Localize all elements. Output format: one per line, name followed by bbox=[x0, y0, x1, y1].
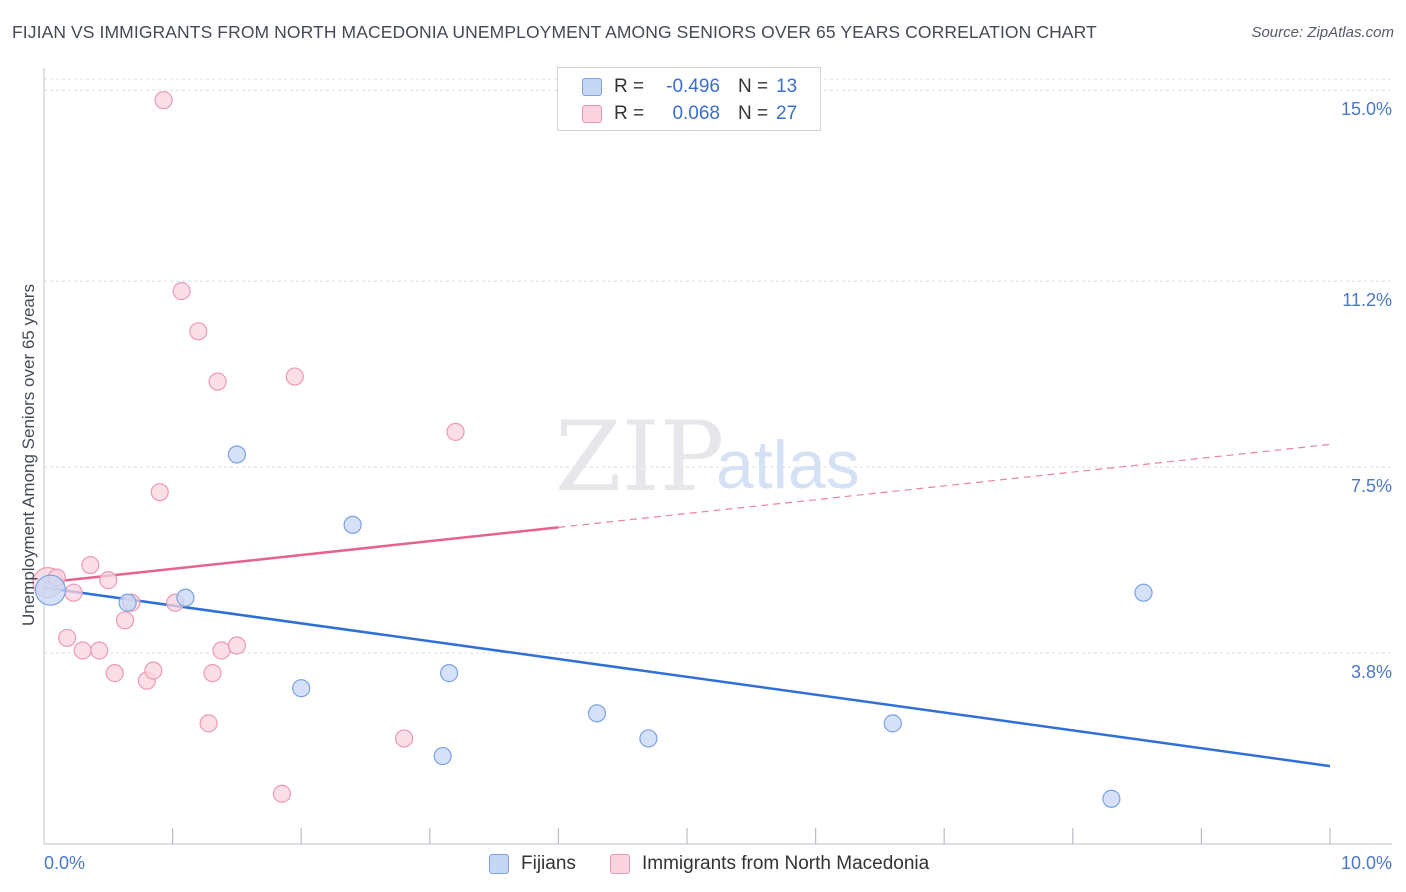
macedonia-point bbox=[58, 628, 77, 648]
ticks-layer: 3.8% 7.5% 11.2% 15.0% 0.0% 10.0% bbox=[44, 99, 1392, 873]
y-axis-label: Unemployment Among Seniors over 65 years bbox=[19, 284, 38, 626]
y-tick-label: 3.8% bbox=[1351, 662, 1392, 682]
macedonia-point bbox=[105, 664, 124, 683]
fijians-point bbox=[1102, 789, 1121, 808]
fijians-point bbox=[118, 593, 137, 612]
fijians-point bbox=[1134, 583, 1153, 602]
legend-row-macedonia: R = 0.068 N = 27 bbox=[582, 101, 797, 127]
trend-line bbox=[43, 586, 1331, 768]
macedonia-point bbox=[208, 372, 227, 391]
fijians-point bbox=[34, 574, 67, 606]
legend-item-macedonia[interactable]: Immigrants from North Macedonia bbox=[610, 852, 929, 876]
macedonia-point bbox=[212, 641, 231, 660]
legend-r-label: R = bbox=[614, 103, 645, 124]
fijians-point bbox=[439, 664, 459, 683]
y-tick-label: 15.0% bbox=[1341, 99, 1392, 119]
macedonia-legend-label: Immigrants from North Macedonia bbox=[642, 853, 930, 874]
fijians-point bbox=[639, 729, 658, 748]
source-label: Source: ZipAtlas.com bbox=[1251, 24, 1394, 41]
macedonia-point bbox=[64, 583, 83, 602]
legend-r-value: -0.496 bbox=[666, 76, 720, 97]
legend-r-value: 0.068 bbox=[672, 103, 720, 124]
fijians-point bbox=[343, 515, 362, 534]
fijians-point bbox=[176, 588, 195, 607]
macedonia-point bbox=[227, 636, 246, 655]
macedonia-legend-swatch bbox=[610, 854, 630, 874]
legend-n-label: N = bbox=[738, 103, 769, 124]
legend-n-value: 13 bbox=[776, 76, 798, 97]
fijians-legend-label: Fijians bbox=[521, 853, 576, 874]
x-tick-label: 0.0% bbox=[44, 853, 85, 873]
correlation-legend: R = -0.496 N = 13 R = 0.068 N = 27 bbox=[557, 67, 821, 131]
fijians-point bbox=[883, 714, 902, 733]
legend-item-fijians[interactable]: Fijians bbox=[489, 852, 576, 876]
axes-layer bbox=[43, 68, 1392, 845]
fijians-point bbox=[587, 704, 607, 723]
macedonia-point bbox=[150, 483, 169, 502]
legend-n-label: N = bbox=[738, 76, 769, 97]
macedonia-point bbox=[144, 661, 163, 680]
macedonia-point bbox=[73, 641, 92, 660]
macedonia-point bbox=[285, 367, 304, 386]
trend-layer bbox=[43, 443, 1331, 768]
legend-row-fijians: R = -0.496 N = 13 bbox=[582, 74, 797, 100]
points-layer bbox=[32, 91, 1153, 808]
trend-line-solid bbox=[43, 526, 559, 584]
fijians-point bbox=[292, 679, 311, 698]
macedonia-point bbox=[115, 611, 135, 630]
x-tick-label: 10.0% bbox=[1341, 853, 1392, 873]
y-tick-label: 11.2% bbox=[1342, 290, 1392, 310]
macedonia-point bbox=[189, 322, 208, 341]
watermark-zip: ZIP bbox=[555, 401, 724, 513]
grid-layer bbox=[44, 78, 1392, 654]
chart-title: FIJIAN VS IMMIGRANTS FROM NORTH MACEDONI… bbox=[12, 22, 1097, 42]
macedonia-point bbox=[99, 571, 118, 590]
macedonia-point bbox=[394, 729, 414, 748]
macedonia-point bbox=[203, 664, 222, 683]
macedonia-point bbox=[272, 784, 292, 803]
fijians-swatch bbox=[582, 78, 602, 96]
macedonia-point bbox=[199, 714, 218, 733]
legend-n-value: 27 bbox=[776, 103, 798, 124]
fijians-legend-swatch bbox=[489, 854, 509, 874]
macedonia-point bbox=[154, 91, 173, 110]
legend-r-label: R = bbox=[614, 76, 645, 97]
watermark-atlas: atlas bbox=[716, 427, 860, 503]
macedonia-point bbox=[172, 282, 191, 301]
watermark: ZIP atlas bbox=[555, 401, 860, 513]
y-tick-label: 7.5% bbox=[1351, 476, 1392, 496]
macedonia-point bbox=[90, 641, 109, 660]
macedonia-point bbox=[446, 422, 465, 441]
macedonia-swatch bbox=[582, 105, 602, 123]
fijians-point bbox=[433, 746, 452, 766]
trend-line-dashed bbox=[558, 443, 1331, 528]
macedonia-point bbox=[81, 555, 100, 575]
fijians-point bbox=[227, 445, 246, 464]
